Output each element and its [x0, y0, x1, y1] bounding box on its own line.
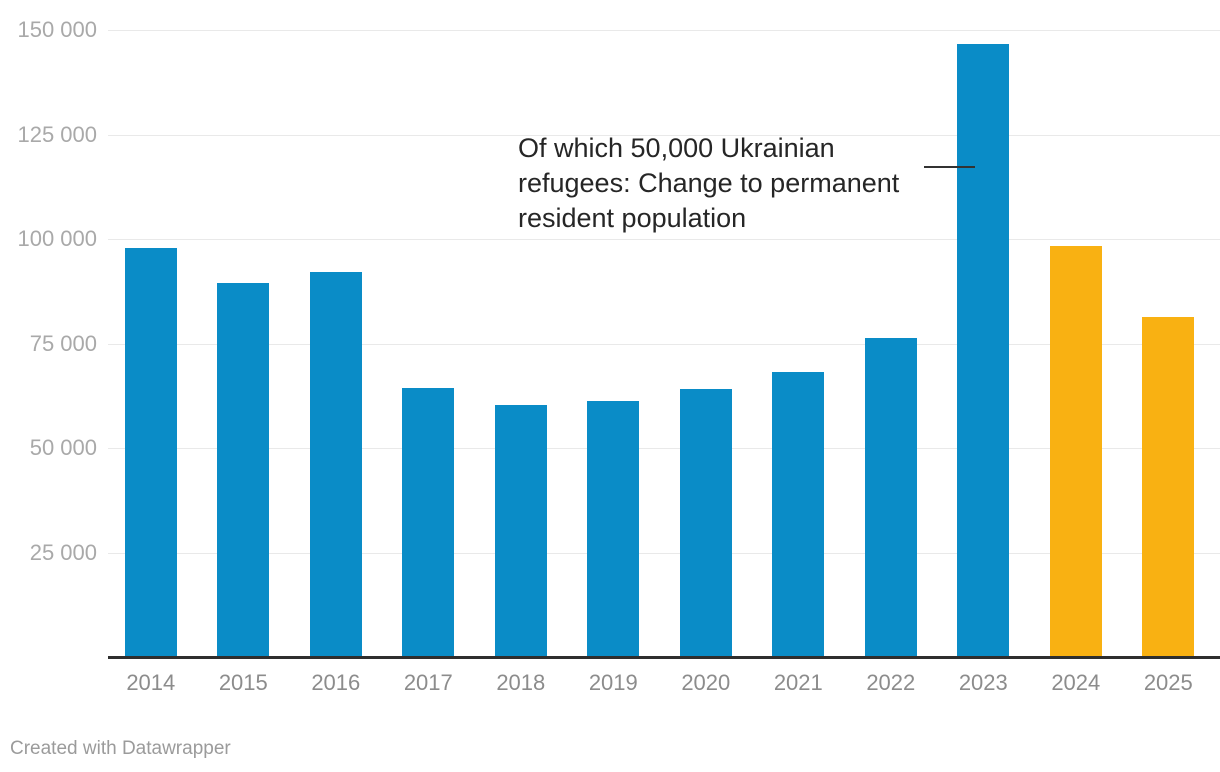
bar-2022[interactable]: [864, 338, 917, 657]
x-tick-label-2016: 2016: [311, 670, 361, 695]
x-tick-label-2023: 2023: [958, 670, 1008, 695]
x-tick-label-2017: 2017: [403, 670, 453, 695]
x-tick-label-2019: 2019: [588, 670, 638, 695]
x-tick-label-2022: 2022: [866, 670, 916, 695]
y-tick-label-150000: 150 000: [17, 17, 97, 42]
gridline-50000: [108, 448, 1220, 449]
annotation-line-1: Of which 50,000 Ukrainian: [518, 133, 835, 163]
bar-2019[interactable]: [587, 401, 640, 657]
y-tick-label-50000: 50 000: [29, 435, 97, 460]
x-tick-label-2018: 2018: [496, 670, 546, 695]
x-tick-label-2020: 2020: [681, 670, 731, 695]
annotation-line-3: resident population: [518, 203, 747, 233]
bar-2024[interactable]: [1049, 246, 1102, 657]
y-tick-label-75000: 75 000: [29, 330, 97, 356]
gridline-100000: [108, 239, 1220, 240]
datawrapper-credit[interactable]: Created with Datawrapper: [10, 738, 231, 759]
bar-2014[interactable]: [124, 248, 177, 657]
bar-2016[interactable]: [309, 272, 362, 657]
gridline-150000: [108, 30, 1220, 31]
bar-2020[interactable]: [679, 389, 732, 657]
y-tick-label-125000: 125 000: [17, 121, 97, 147]
gridline-75000: [108, 343, 1220, 345]
x-tick-label-2015: 2015: [218, 670, 268, 695]
bar-2021[interactable]: [772, 372, 825, 657]
annotation-text: Of which 50,000 Ukrainian refugees: Chang…: [518, 131, 899, 236]
plot-area: [108, 30, 1220, 659]
x-tick-label-2021: 2021: [773, 670, 823, 695]
bar-2017[interactable]: [402, 388, 455, 657]
y-tick-label-25000: 25 000: [29, 539, 97, 565]
gridline-25000: [108, 552, 1220, 554]
x-tick-label-2025: 2025: [1143, 670, 1193, 695]
y-tick-label-100000: 100 000: [17, 226, 97, 251]
annotation-connector-line: [924, 166, 975, 168]
x-tick-label-2024: 2024: [1051, 670, 1101, 695]
bar-2015[interactable]: [217, 283, 270, 657]
x-axis-baseline: [108, 656, 1220, 659]
annotation-line-2: refugees: Change to permanent: [518, 168, 900, 198]
gridline-125000: [108, 134, 1220, 136]
bar-2018[interactable]: [494, 404, 547, 657]
bar-2023[interactable]: [957, 43, 1010, 657]
bar-2025[interactable]: [1142, 317, 1195, 657]
x-tick-label-2014: 2014: [126, 670, 176, 695]
